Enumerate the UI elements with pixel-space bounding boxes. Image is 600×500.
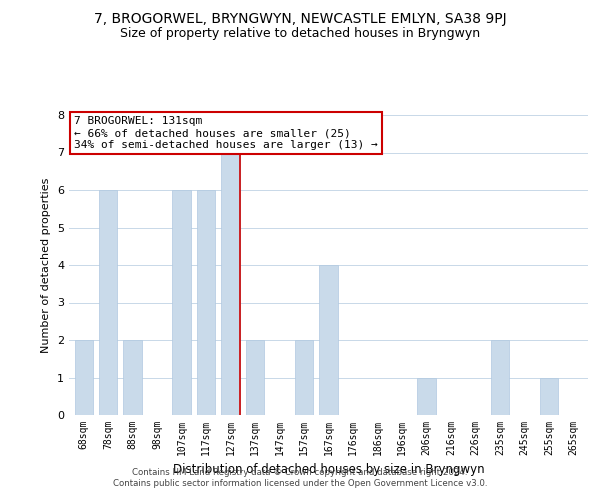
Bar [491, 340, 509, 415]
Y-axis label: Number of detached properties: Number of detached properties [41, 178, 52, 352]
Bar [295, 340, 313, 415]
Bar [246, 340, 264, 415]
Bar [539, 378, 558, 415]
Bar [197, 190, 215, 415]
Text: Contains HM Land Registry data © Crown copyright and database right 2024.
Contai: Contains HM Land Registry data © Crown c… [113, 468, 487, 487]
Bar [417, 378, 436, 415]
Bar [99, 190, 118, 415]
Text: Size of property relative to detached houses in Bryngwyn: Size of property relative to detached ho… [120, 28, 480, 40]
Text: 7 BROGORWEL: 131sqm
← 66% of detached houses are smaller (25)
34% of semi-detach: 7 BROGORWEL: 131sqm ← 66% of detached ho… [74, 116, 378, 150]
Bar [74, 340, 93, 415]
Bar [221, 152, 240, 415]
Bar [172, 190, 191, 415]
Bar [319, 265, 338, 415]
X-axis label: Distribution of detached houses by size in Bryngwyn: Distribution of detached houses by size … [173, 464, 484, 476]
Bar [124, 340, 142, 415]
Text: 7, BROGORWEL, BRYNGWYN, NEWCASTLE EMLYN, SA38 9PJ: 7, BROGORWEL, BRYNGWYN, NEWCASTLE EMLYN,… [94, 12, 506, 26]
